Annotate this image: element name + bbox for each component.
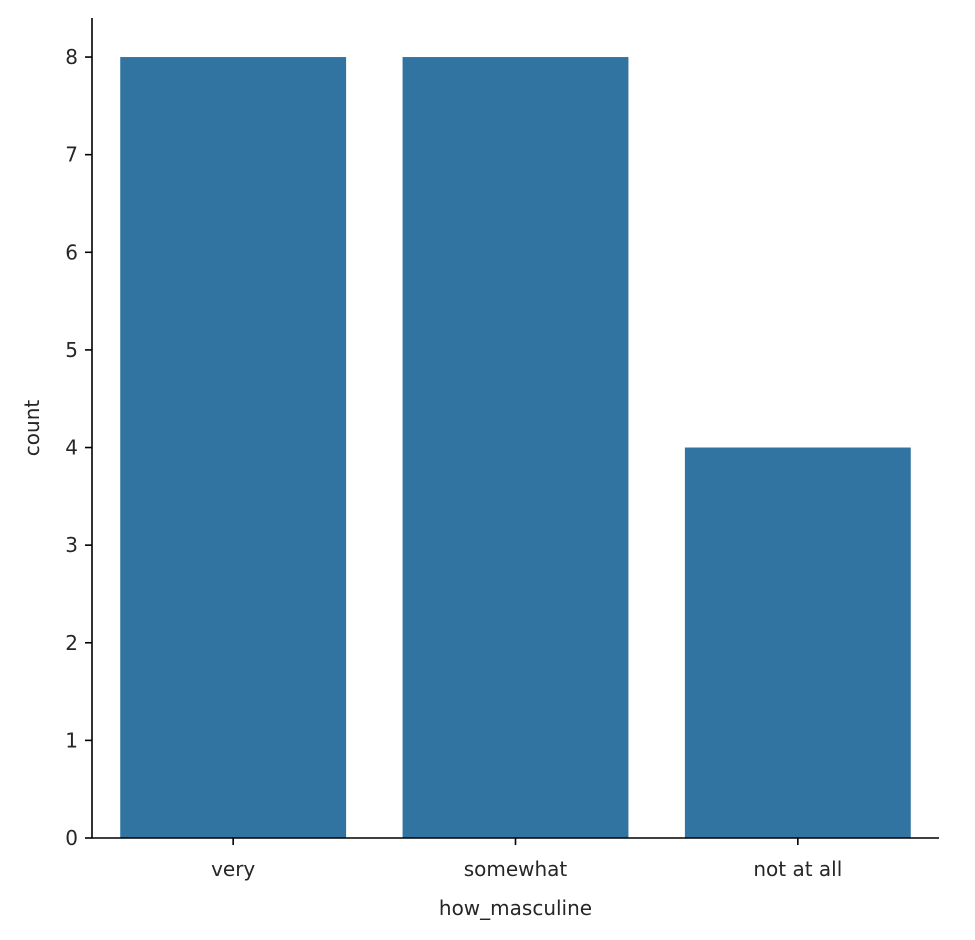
- y-tick-label: 1: [65, 728, 78, 752]
- bar-very: [120, 57, 347, 839]
- y-tick-label: 0: [65, 826, 78, 850]
- x-axis-label: how_masculine: [439, 896, 592, 920]
- y-axis-ticks: 0 1 2 3 4 5 6 7 8: [65, 45, 92, 850]
- bar-not-at-all: [684, 447, 911, 838]
- y-axis-label: count: [20, 400, 44, 457]
- y-tick-label: 6: [65, 240, 78, 264]
- x-tick-label: very: [211, 857, 255, 881]
- x-axis-ticks: very somewhat not at all: [211, 838, 842, 881]
- x-tick-label: somewhat: [464, 857, 568, 881]
- y-tick-label: 2: [65, 631, 78, 655]
- y-tick-label: 3: [65, 533, 78, 557]
- y-tick-label: 5: [65, 338, 78, 362]
- bar-somewhat: [402, 57, 629, 839]
- y-tick-label: 8: [65, 45, 78, 69]
- y-tick-label: 4: [65, 436, 78, 460]
- y-tick-label: 7: [65, 143, 78, 167]
- bars-group: [120, 57, 911, 839]
- x-tick-label: not at all: [753, 857, 842, 881]
